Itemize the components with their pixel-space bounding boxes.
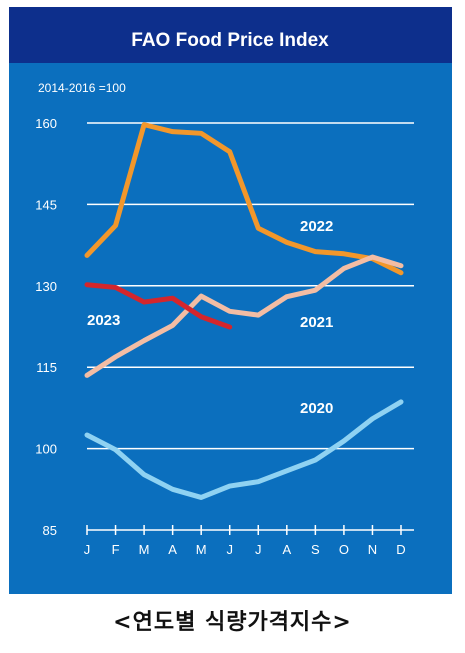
x-tick-label: A: [168, 542, 177, 557]
x-tick-label: J: [255, 542, 261, 557]
series-line-2023: [84, 282, 233, 330]
series-label-2022: 2022: [300, 218, 333, 235]
x-tick-label: O: [339, 542, 349, 557]
y-tick-label: 85: [43, 523, 57, 538]
series-label-2023: 2023: [87, 312, 120, 329]
x-tick-label: S: [311, 542, 320, 557]
gridlines: [87, 122, 414, 531]
x-tick-label: J: [226, 542, 233, 557]
series-line-2021: [84, 254, 404, 378]
y-tick-label: 130: [35, 279, 57, 294]
title-bar: [9, 7, 452, 63]
series-line-2022: [84, 122, 404, 276]
plot-background: [9, 7, 452, 594]
x-tick-label: N: [368, 542, 377, 557]
series-label-2021: 2021: [300, 314, 333, 331]
chart-subtitle: 2014-2016 =100: [38, 81, 126, 95]
y-tick-label: 145: [35, 197, 57, 212]
food-price-chart: FAO Food Price Index 2014-2016 =100 85 10…: [9, 7, 452, 594]
y-tick-label: 115: [36, 360, 57, 375]
y-tick-labels: 85 100 115 130 145 160: [35, 116, 57, 538]
chart-title: FAO Food Price Index: [131, 30, 329, 51]
x-tick-label: D: [396, 542, 405, 557]
series-labels: 2022 2021 2023 2020: [87, 218, 333, 417]
series-lines: [84, 122, 404, 500]
x-tick-label: J: [84, 542, 91, 557]
x-tick-label: F: [112, 542, 120, 557]
figure-caption: <연도별 식량가격지수>: [113, 610, 352, 635]
x-tick-label: A: [282, 542, 291, 557]
y-tick-label: 100: [35, 442, 57, 457]
x-tick-label: M: [139, 542, 150, 557]
series-label-2020: 2020: [300, 400, 333, 417]
chart-frame: FAO Food Price Index 2014-2016 =100 85 10…: [9, 7, 452, 594]
x-tick-label: M: [196, 542, 207, 557]
series-line-2020: [84, 399, 404, 500]
y-tick-label: 160: [35, 116, 57, 131]
